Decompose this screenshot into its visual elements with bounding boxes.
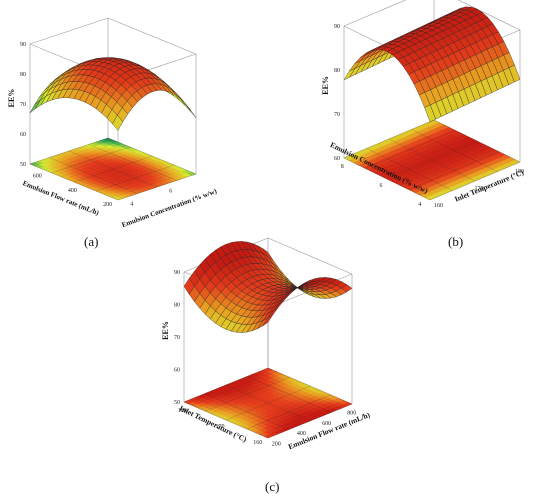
y-axis-ticks: 600 400 200 [33,173,112,208]
z-tick-label: 80 [334,68,340,74]
z-axis-label: EE% [161,321,170,340]
z-tick-label: 50 [20,162,26,168]
x-tick-label: 600 [322,421,331,427]
y-tick-label: 4 [418,202,421,208]
x-tick-label: 170 [475,186,484,192]
response-surface [183,241,353,333]
panel-label-a: (a) [84,234,99,249]
z-tick-label: 90 [174,270,180,276]
z-tick-label: 50 [174,400,180,406]
x-axis-ticks: 64 [130,188,172,207]
y-tick-label: 170 [216,424,225,430]
contour-floor [343,119,521,201]
z-tick-label: 60 [20,132,26,138]
chart-panel-a: 90 80 70 60 50 EE% 6 4 600 400 200 Emulsion Concent… [0,17,240,230]
y-tick-label: 200 [103,202,112,208]
x-tick-label: 180 [515,169,524,175]
z-tick-label: 70 [174,335,180,341]
x-tick-label: 6 [169,188,172,194]
y-axis-ticks: 8 6 4 [341,164,421,208]
y-tick-label: 400 [68,188,77,194]
y-tick-label: 600 [33,173,42,179]
response-surface [343,6,521,123]
x-axis-ticks: 160 170 180 [434,169,524,209]
x-tick-label: 4 [130,201,133,207]
z-axis-label: EE% [7,89,16,108]
z-axis-ticks: 90 80 70 60 [334,24,340,162]
y-tick-label: 180 [178,408,187,414]
z-axis-ticks: 90 80 70 60 50 [174,270,180,406]
chart-panel-c: 90 80 70 60 50 EE% 200 400 600 800 180 170 160 Emulsi… [150,237,390,468]
z-axis-ticks: 90 80 70 60 50 [20,42,26,168]
y-tick-label: 8 [341,164,344,170]
x-tick-label: 800 [347,411,356,417]
panel-label-b: (b) [448,234,464,249]
y-tick-label: 160 [253,440,262,446]
z-tick-label: 60 [334,156,340,162]
panel-label-c: (c) [265,479,280,494]
x-tick-label: 160 [434,203,443,209]
z-tick-label: 90 [334,24,340,30]
chart-panel-b: 90 80 70 60 EE% 160 170 180 8 6 4 Inlet Temperature… [300,0,545,230]
z-tick-label: 90 [20,42,26,48]
x-axis-ticks: 200 400 600 800 [272,411,357,448]
z-tick-label: 60 [174,368,180,374]
z-tick-label: 80 [174,303,180,309]
z-axis-label: EE% [321,76,330,95]
x-tick-label: 200 [272,441,281,447]
y-axis-ticks: 180 170 160 [178,408,263,446]
z-tick-label: 70 [334,112,340,118]
z-tick-label: 80 [20,72,26,78]
contour-floor [29,137,197,201]
x-tick-label: 400 [297,431,306,437]
z-tick-label: 70 [20,102,26,108]
y-tick-label: 6 [380,183,383,189]
response-surface [29,57,197,131]
contour-floor [183,367,353,439]
